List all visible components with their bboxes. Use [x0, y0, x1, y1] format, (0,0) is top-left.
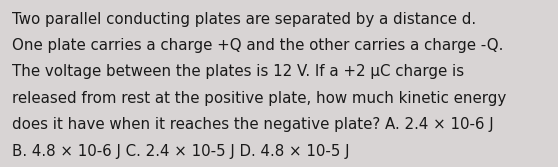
Text: B. 4.8 × 10-6 J C. 2.4 × 10-5 J D. 4.8 × 10-5 J: B. 4.8 × 10-6 J C. 2.4 × 10-5 J D. 4.8 ×…	[12, 144, 350, 159]
Text: released from rest at the positive plate, how much kinetic energy: released from rest at the positive plate…	[12, 91, 507, 106]
Text: The voltage between the plates is 12 V. If a +2 μC charge is: The voltage between the plates is 12 V. …	[12, 64, 464, 79]
Text: does it have when it reaches the negative plate? A. 2.4 × 10-6 J: does it have when it reaches the negativ…	[12, 117, 494, 132]
Text: One plate carries a charge +Q and the other carries a charge -Q.: One plate carries a charge +Q and the ot…	[12, 38, 504, 53]
Text: Two parallel conducting plates are separated by a distance d.: Two parallel conducting plates are separ…	[12, 12, 477, 27]
